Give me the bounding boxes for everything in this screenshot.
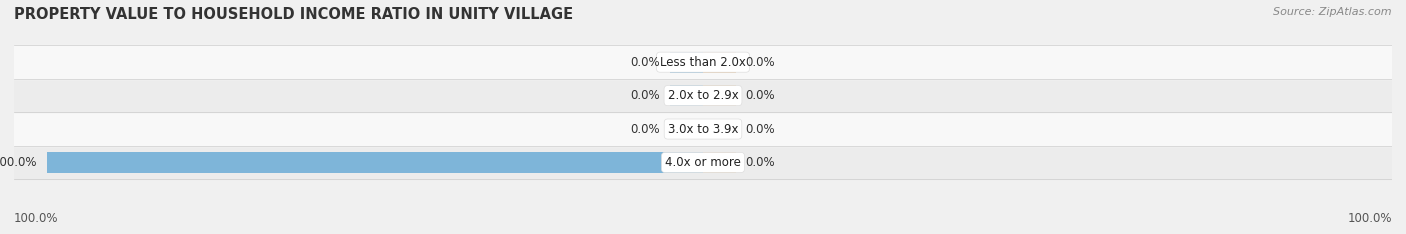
Bar <box>671 85 703 106</box>
Text: 0.0%: 0.0% <box>745 123 775 135</box>
Text: 3.0x to 3.9x: 3.0x to 3.9x <box>668 123 738 135</box>
Text: 100.0%: 100.0% <box>0 156 37 169</box>
Bar <box>671 119 703 139</box>
Bar <box>14 146 1392 179</box>
Bar <box>703 152 735 173</box>
Text: 0.0%: 0.0% <box>745 89 775 102</box>
Text: Source: ZipAtlas.com: Source: ZipAtlas.com <box>1274 7 1392 17</box>
Text: PROPERTY VALUE TO HOUSEHOLD INCOME RATIO IN UNITY VILLAGE: PROPERTY VALUE TO HOUSEHOLD INCOME RATIO… <box>14 7 574 22</box>
Text: 0.0%: 0.0% <box>745 56 775 69</box>
Bar <box>703 119 735 139</box>
Bar <box>46 152 703 173</box>
Text: 2.0x to 2.9x: 2.0x to 2.9x <box>668 89 738 102</box>
Text: 0.0%: 0.0% <box>631 123 661 135</box>
Bar <box>703 52 735 73</box>
Text: 4.0x or more: 4.0x or more <box>665 156 741 169</box>
Legend: Without Mortgage, With Mortgage: Without Mortgage, With Mortgage <box>568 230 838 234</box>
Text: 100.0%: 100.0% <box>14 212 59 225</box>
Bar <box>14 45 1392 79</box>
Bar <box>671 52 703 73</box>
Bar <box>14 79 1392 112</box>
Text: Less than 2.0x: Less than 2.0x <box>659 56 747 69</box>
Text: 0.0%: 0.0% <box>745 156 775 169</box>
Bar <box>703 85 735 106</box>
Text: 0.0%: 0.0% <box>631 89 661 102</box>
Text: 100.0%: 100.0% <box>1347 212 1392 225</box>
Text: 0.0%: 0.0% <box>631 56 661 69</box>
Bar <box>14 112 1392 146</box>
